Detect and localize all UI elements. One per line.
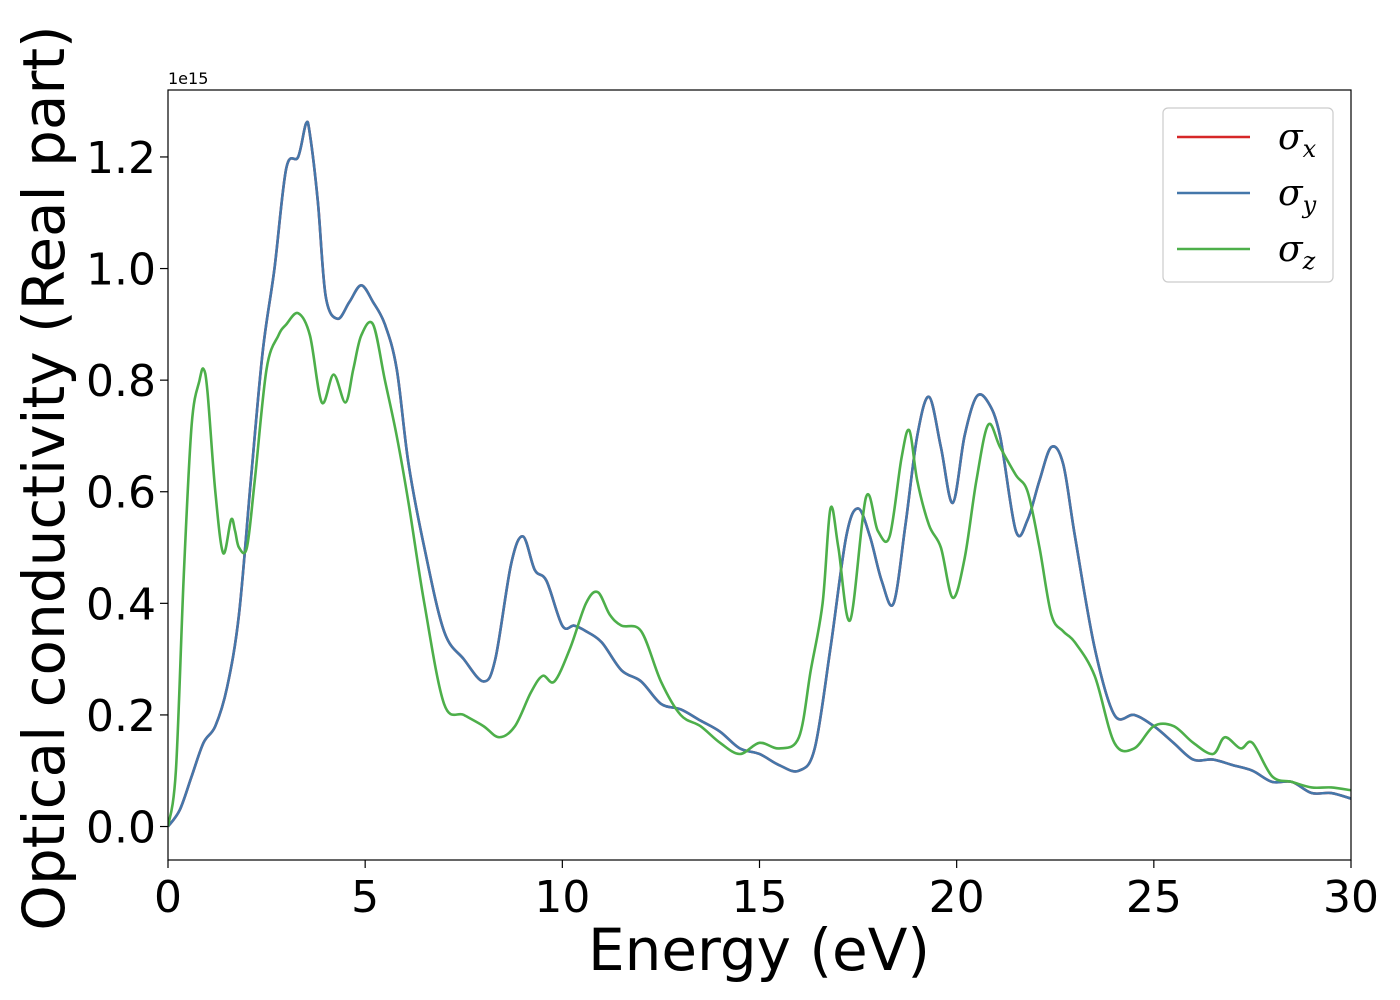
x-axis-ticks: 0 5 10 15 20 25 30 xyxy=(154,860,1379,923)
y-tick-label: 0.2 xyxy=(86,691,156,742)
y-tick-label: 0.0 xyxy=(86,803,156,854)
y-tick-label: 0.8 xyxy=(86,356,156,407)
series-line-σ_y xyxy=(168,120,1351,828)
series-layer xyxy=(168,120,1351,828)
x-tick-label: 0 xyxy=(154,872,182,923)
y-offset-label: 1e15 xyxy=(168,69,208,88)
y-tick-label: 1.0 xyxy=(86,245,156,296)
x-tick-label: 20 xyxy=(929,872,985,923)
y-tick-label: 0.4 xyxy=(86,579,156,630)
x-tick-label: 10 xyxy=(534,872,590,923)
y-axis-ticks: 0.0 0.2 0.4 0.6 0.8 1.0 1.2 xyxy=(86,133,168,854)
y-tick-label: 0.6 xyxy=(86,468,156,519)
x-axis-label: Energy (eV) xyxy=(588,916,930,984)
legend-box xyxy=(1162,107,1334,283)
y-tick-label: 1.2 xyxy=(86,133,156,184)
x-tick-label: 25 xyxy=(1126,872,1182,923)
x-tick-label: 15 xyxy=(732,872,788,923)
series-line-σ_z xyxy=(168,311,1351,827)
x-tick-label: 30 xyxy=(1323,872,1379,923)
y-axis-label: Optical conductivity (Real part) xyxy=(10,25,78,930)
x-tick-label: 5 xyxy=(351,872,379,923)
